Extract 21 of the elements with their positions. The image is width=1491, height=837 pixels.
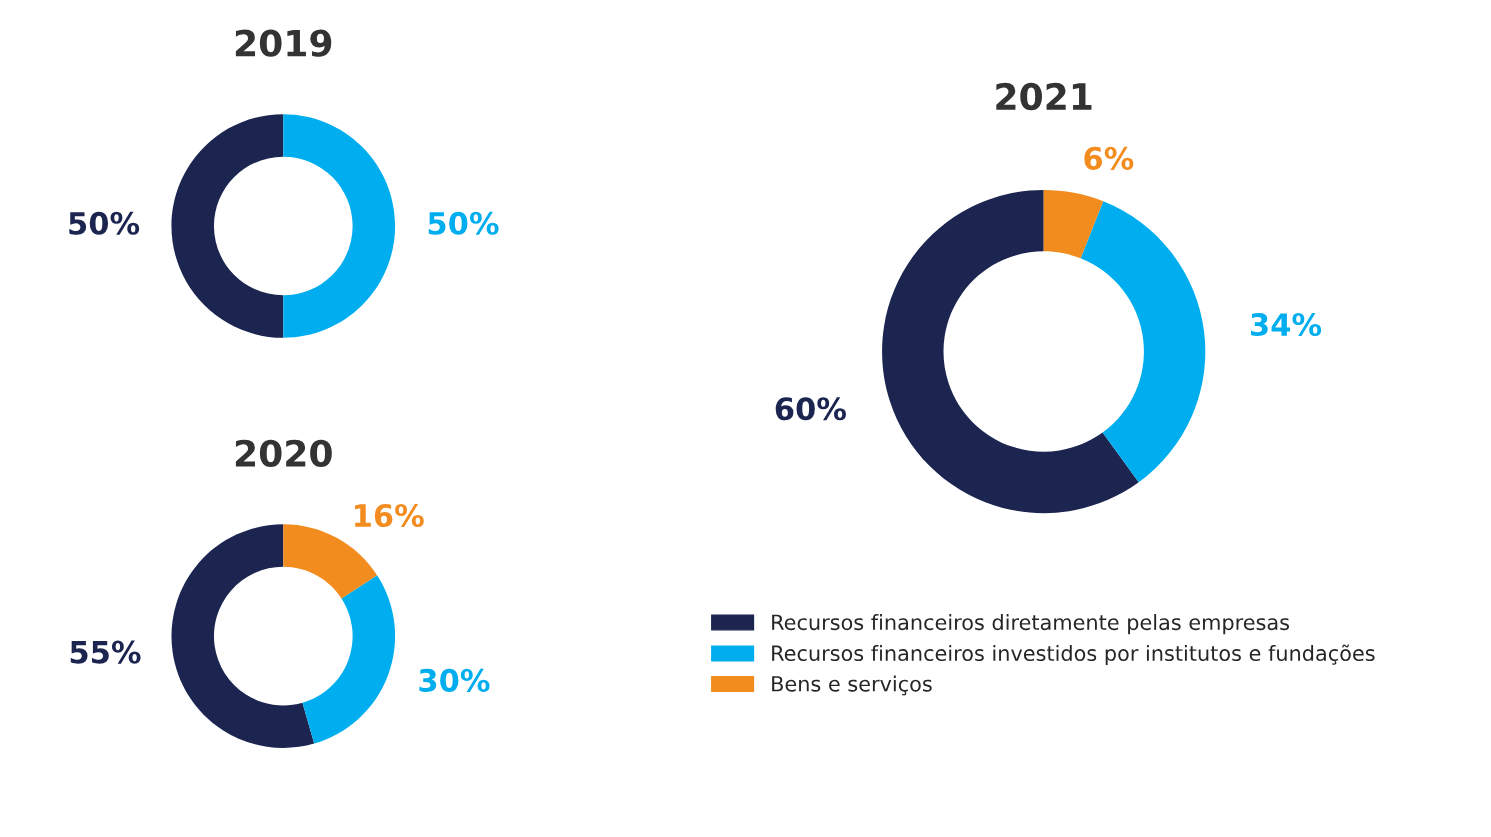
data-label: 34% [1251,312,1322,337]
donut-slice [171,524,315,748]
legend-label: Recursos financeiros investidos por institutos e fundações [772,644,1375,666]
legend-label: Recursos financeiros diretamente pelas empresas [772,614,1290,635]
donut-slice [1080,201,1206,483]
data-label: 50% [69,211,140,235]
data-label: 6% [1084,146,1134,170]
data-label: 50% [428,211,499,235]
donut-slice [1043,189,1104,259]
data-label: 55% [70,640,141,664]
legend-label: Bens e serviços [772,675,932,696]
data-label: 60% [775,397,846,421]
data-label: 30% [419,668,490,692]
data-label: 16% [355,503,424,528]
chart-title: 2021 [996,82,1092,111]
donut-slice [882,189,1139,514]
donut-slice [302,575,396,744]
donut-slice [283,114,396,338]
donut-slice [171,114,284,338]
chart-title: 2020 [235,439,332,467]
chart-title: 2019 [235,29,332,57]
